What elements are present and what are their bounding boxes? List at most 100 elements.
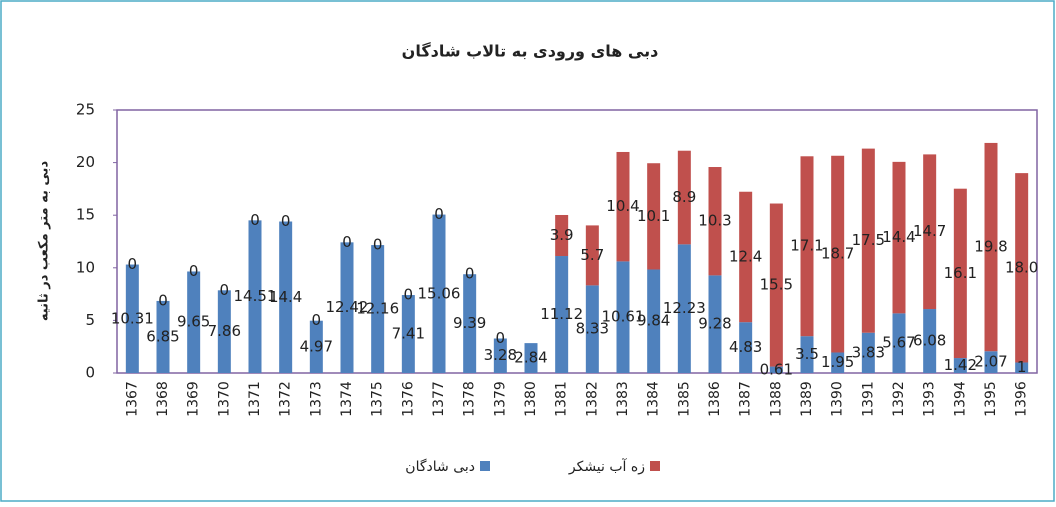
bar-segment xyxy=(279,221,293,373)
bar-segment xyxy=(555,214,569,257)
data-label: 12.4 xyxy=(729,247,762,265)
data-label: 0 xyxy=(342,233,352,251)
x-tick-label: 1393 xyxy=(922,381,938,417)
x-tick-label: 1384 xyxy=(646,381,662,417)
data-label: 0 xyxy=(434,205,444,223)
data-label: 0 xyxy=(312,311,322,329)
data-label: 4.97 xyxy=(300,337,333,355)
data-label: 2.07 xyxy=(974,353,1007,371)
bar-segment xyxy=(585,285,599,373)
data-label: 16.1 xyxy=(944,264,977,282)
data-label: 0 xyxy=(281,212,291,230)
x-tick-label: 1374 xyxy=(339,381,355,417)
x-tick-label: 1394 xyxy=(952,381,968,417)
plot-border xyxy=(116,109,1038,374)
bar-segment xyxy=(647,163,661,270)
bar-segment xyxy=(463,274,477,373)
bar-segment xyxy=(923,154,937,310)
bar-segment xyxy=(953,188,967,359)
x-tick-label: 1391 xyxy=(860,381,876,417)
bar-segment xyxy=(831,155,845,353)
x-tick-label: 1385 xyxy=(676,381,692,417)
data-label: 11.12 xyxy=(540,305,583,323)
data-label: 10.3 xyxy=(698,212,731,230)
legend-swatch xyxy=(480,461,490,471)
bar-segment xyxy=(647,269,661,373)
legend-label: دبی شادگان xyxy=(405,458,475,475)
data-label: 1.95 xyxy=(821,353,854,371)
data-label: 0 xyxy=(220,281,230,299)
bar-segment xyxy=(125,264,139,373)
x-tick-label: 1381 xyxy=(554,381,570,417)
data-label: 9.84 xyxy=(637,312,670,330)
data-label: 0 xyxy=(128,255,138,273)
x-tick-label: 1379 xyxy=(492,381,508,417)
data-label: 0 xyxy=(465,265,475,283)
data-label: 0 xyxy=(158,291,168,309)
bar-segment xyxy=(800,336,814,373)
x-tick-label: 1387 xyxy=(738,381,754,417)
x-tick-label: 1395 xyxy=(983,381,999,417)
data-label: 10.61 xyxy=(602,308,645,326)
bar-segment xyxy=(340,242,354,373)
data-label: 14.4 xyxy=(269,288,302,306)
data-label: 1.42 xyxy=(944,356,977,374)
bar-segment xyxy=(616,151,630,262)
x-tick-label: 1390 xyxy=(830,381,846,417)
x-tick-label: 1378 xyxy=(462,381,478,417)
bar-segment xyxy=(401,295,415,373)
y-tick-label: 5 xyxy=(85,311,95,329)
data-label: 10.31 xyxy=(111,309,154,327)
bar-segment xyxy=(524,343,538,373)
data-label: 4.83 xyxy=(729,338,762,356)
bar-segment xyxy=(769,366,783,373)
bar-segment xyxy=(555,256,569,373)
legend-swatch xyxy=(650,461,660,471)
y-tick-label: 20 xyxy=(76,153,95,171)
y-tick-label: 25 xyxy=(76,101,95,119)
bar-segment xyxy=(739,322,753,373)
bar-segment xyxy=(217,290,231,373)
data-label: 12.42 xyxy=(326,298,369,316)
data-label: 15.5 xyxy=(760,276,793,294)
data-label: 14.7 xyxy=(913,222,946,240)
data-label: 12.16 xyxy=(356,300,399,318)
y-tick-label: 10 xyxy=(76,258,95,276)
bar-segment xyxy=(953,358,967,373)
x-tick-label: 1380 xyxy=(523,381,539,417)
data-label: 5.7 xyxy=(580,246,604,264)
x-tick-label: 1372 xyxy=(278,381,294,417)
chart-title: دبی های ورودی به تالاب شادگان xyxy=(402,42,659,61)
x-tick-label: 1377 xyxy=(431,381,447,417)
data-label: 8.9 xyxy=(672,188,696,206)
bar-segment xyxy=(800,156,814,337)
data-label: 0 xyxy=(496,329,506,347)
legend-label: زه آب نیشکر xyxy=(568,458,645,475)
bar-segment xyxy=(677,244,691,373)
bar-segment xyxy=(309,320,323,373)
bar-segment xyxy=(371,245,385,373)
bar-segment xyxy=(1015,362,1029,373)
data-label: 1 xyxy=(1017,358,1027,376)
data-label: 12.23 xyxy=(663,299,706,317)
data-label: 15.06 xyxy=(418,284,461,302)
x-tick-label: 1389 xyxy=(799,381,815,417)
data-label: 9.39 xyxy=(453,314,486,332)
data-label: 0 xyxy=(373,236,383,254)
bar-segment xyxy=(769,203,783,367)
data-label: 6.08 xyxy=(913,332,946,350)
x-tick-label: 1369 xyxy=(186,381,202,417)
bar-segment xyxy=(432,214,446,373)
data-label: 6.85 xyxy=(146,327,179,345)
data-label: 17.1 xyxy=(790,237,823,255)
x-tick-label: 1367 xyxy=(124,381,140,417)
data-label: 14.4 xyxy=(882,228,915,246)
bar-segment xyxy=(156,300,170,373)
x-tick-label: 1383 xyxy=(615,381,631,417)
data-label: 18.7 xyxy=(821,245,854,263)
x-tick-label: 1396 xyxy=(1014,381,1030,417)
bar-segment xyxy=(892,313,906,373)
data-label: 3.5 xyxy=(795,345,819,363)
